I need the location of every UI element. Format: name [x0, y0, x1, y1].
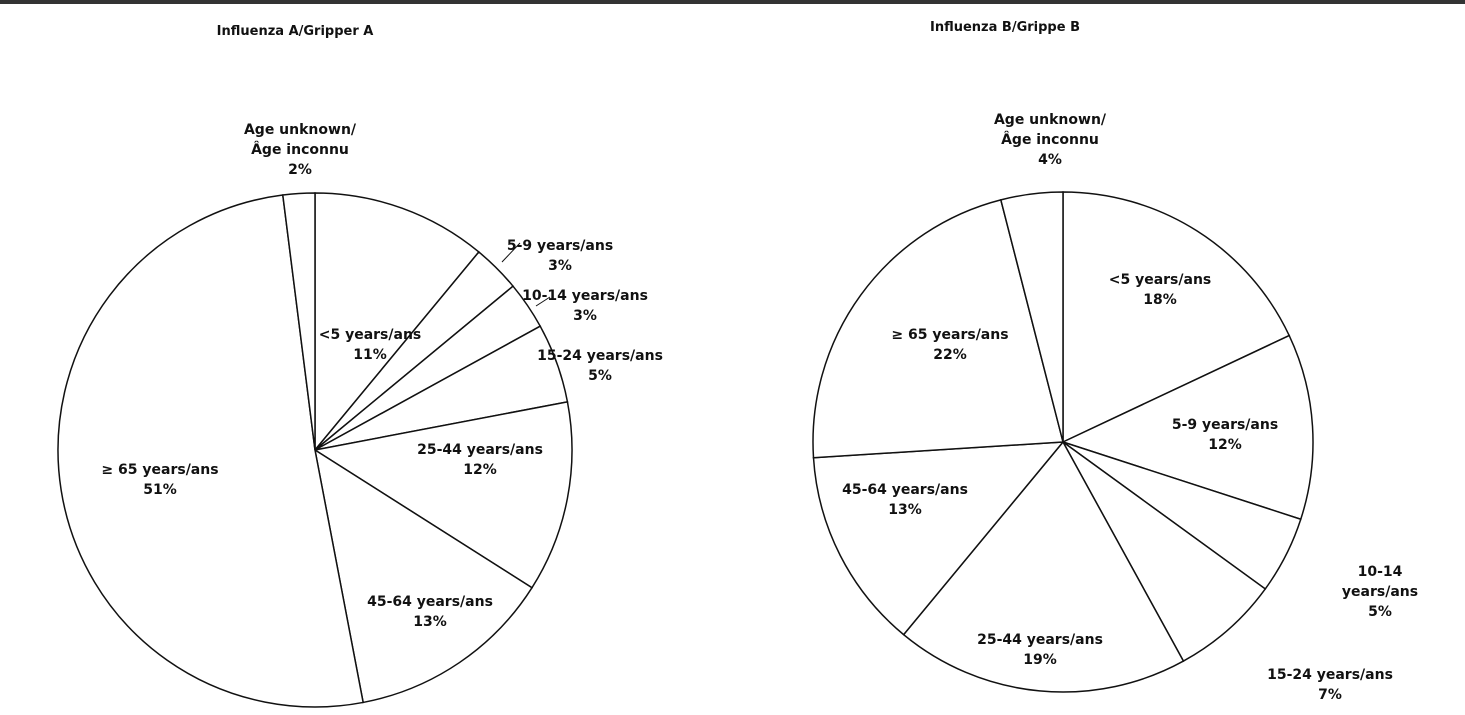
category-label: 45-64 years/ans — [842, 482, 968, 498]
slice-label: 5-9 years/ans 12% — [1172, 415, 1278, 455]
value-label: 19% — [1023, 652, 1057, 668]
pie-slice — [1062, 191, 1291, 444]
value-label: 3% — [548, 258, 572, 274]
value-label: 22% — [933, 347, 967, 363]
value-label: 12% — [463, 462, 497, 478]
value-label: 7% — [1318, 687, 1342, 703]
value-label: 3% — [573, 308, 597, 324]
slice-label: <5 years/ans 11% — [319, 325, 422, 365]
category-label: ≥ 65 years/ans — [891, 327, 1009, 343]
pie-slice — [999, 191, 1064, 443]
pie-slice — [314, 192, 480, 453]
value-label: 4% — [1038, 152, 1062, 168]
slice-label: ≥ 65 years/ans 22% — [891, 325, 1008, 365]
value-label: 13% — [413, 614, 447, 630]
slice-label: 25-44 years/ans 19% — [977, 630, 1103, 670]
pie-slice — [902, 440, 1185, 693]
value-label: 2% — [288, 162, 312, 178]
category-label: 25-44 years/ans — [977, 632, 1103, 648]
pie-slice — [812, 198, 1064, 459]
pie-slice — [1060, 334, 1314, 521]
category-label: <5 years/ans — [318, 327, 422, 343]
slice-label: ≥ 65 years/ans 51% — [101, 460, 218, 500]
value-label: 11% — [353, 347, 387, 363]
category-label: 5-9 years/ans — [506, 238, 614, 254]
slice-label: 45-64 years/ans 13% — [842, 480, 968, 520]
category-label: Age unknown/ Âge inconnu — [993, 112, 1107, 148]
pie-slice — [313, 448, 534, 704]
category-label: 45-64 years/ans — [367, 594, 493, 610]
category-label: 25-44 years/ans — [417, 442, 543, 458]
category-label: ≥ 65 years/ans — [101, 462, 219, 478]
value-label: 13% — [888, 502, 922, 518]
slice-label: 45-64 years/ans 13% — [367, 592, 493, 632]
pie-slice — [312, 400, 573, 589]
value-label: 18% — [1143, 292, 1177, 308]
category-label: 15-24 years/ans — [1267, 667, 1393, 683]
category-label: Age unknown/ Âge inconnu — [243, 122, 357, 158]
slice-label: 15-24 years/ans 7% — [1267, 665, 1393, 705]
value-label: 51% — [143, 482, 177, 498]
pie-slice — [1062, 441, 1267, 663]
slice-label: Age unknown/ Âge inconnu 2% — [244, 120, 356, 180]
leader-line — [501, 242, 521, 263]
top-border — [0, 0, 1465, 4]
slice-label: Age unknown/ Âge inconnu 4% — [994, 110, 1106, 170]
pie-slice — [57, 194, 365, 708]
chart-title: Influenza A/Gripper A — [216, 24, 374, 39]
category-label: 10-14 years/ans — [522, 288, 648, 304]
slice-label: 10-14 years/ans 3% — [522, 286, 648, 326]
pie-slice — [281, 192, 316, 451]
category-label: <5 years/ans — [1108, 272, 1212, 288]
category-label: 10-14 years/ans — [1341, 564, 1419, 600]
pie-slice — [812, 441, 1065, 636]
value-label: 5% — [1368, 604, 1392, 620]
value-label: 12% — [1208, 437, 1242, 453]
category-label: 5-9 years/ans — [1171, 417, 1279, 433]
slice-label: <5 years/ans 18% — [1109, 270, 1212, 310]
chart-title: Influenza B/Grippe B — [930, 20, 1080, 35]
value-label: 5% — [588, 368, 612, 384]
slice-label: 15-24 years/ans 5% — [537, 346, 663, 386]
category-label: 15-24 years/ans — [537, 348, 663, 364]
slice-label: 5-9 years/ans 3% — [507, 236, 613, 276]
slice-label: 25-44 years/ans 12% — [417, 440, 543, 480]
slice-label: 10-14 years/ans 5% — [1338, 562, 1423, 622]
leader-line — [535, 296, 551, 307]
